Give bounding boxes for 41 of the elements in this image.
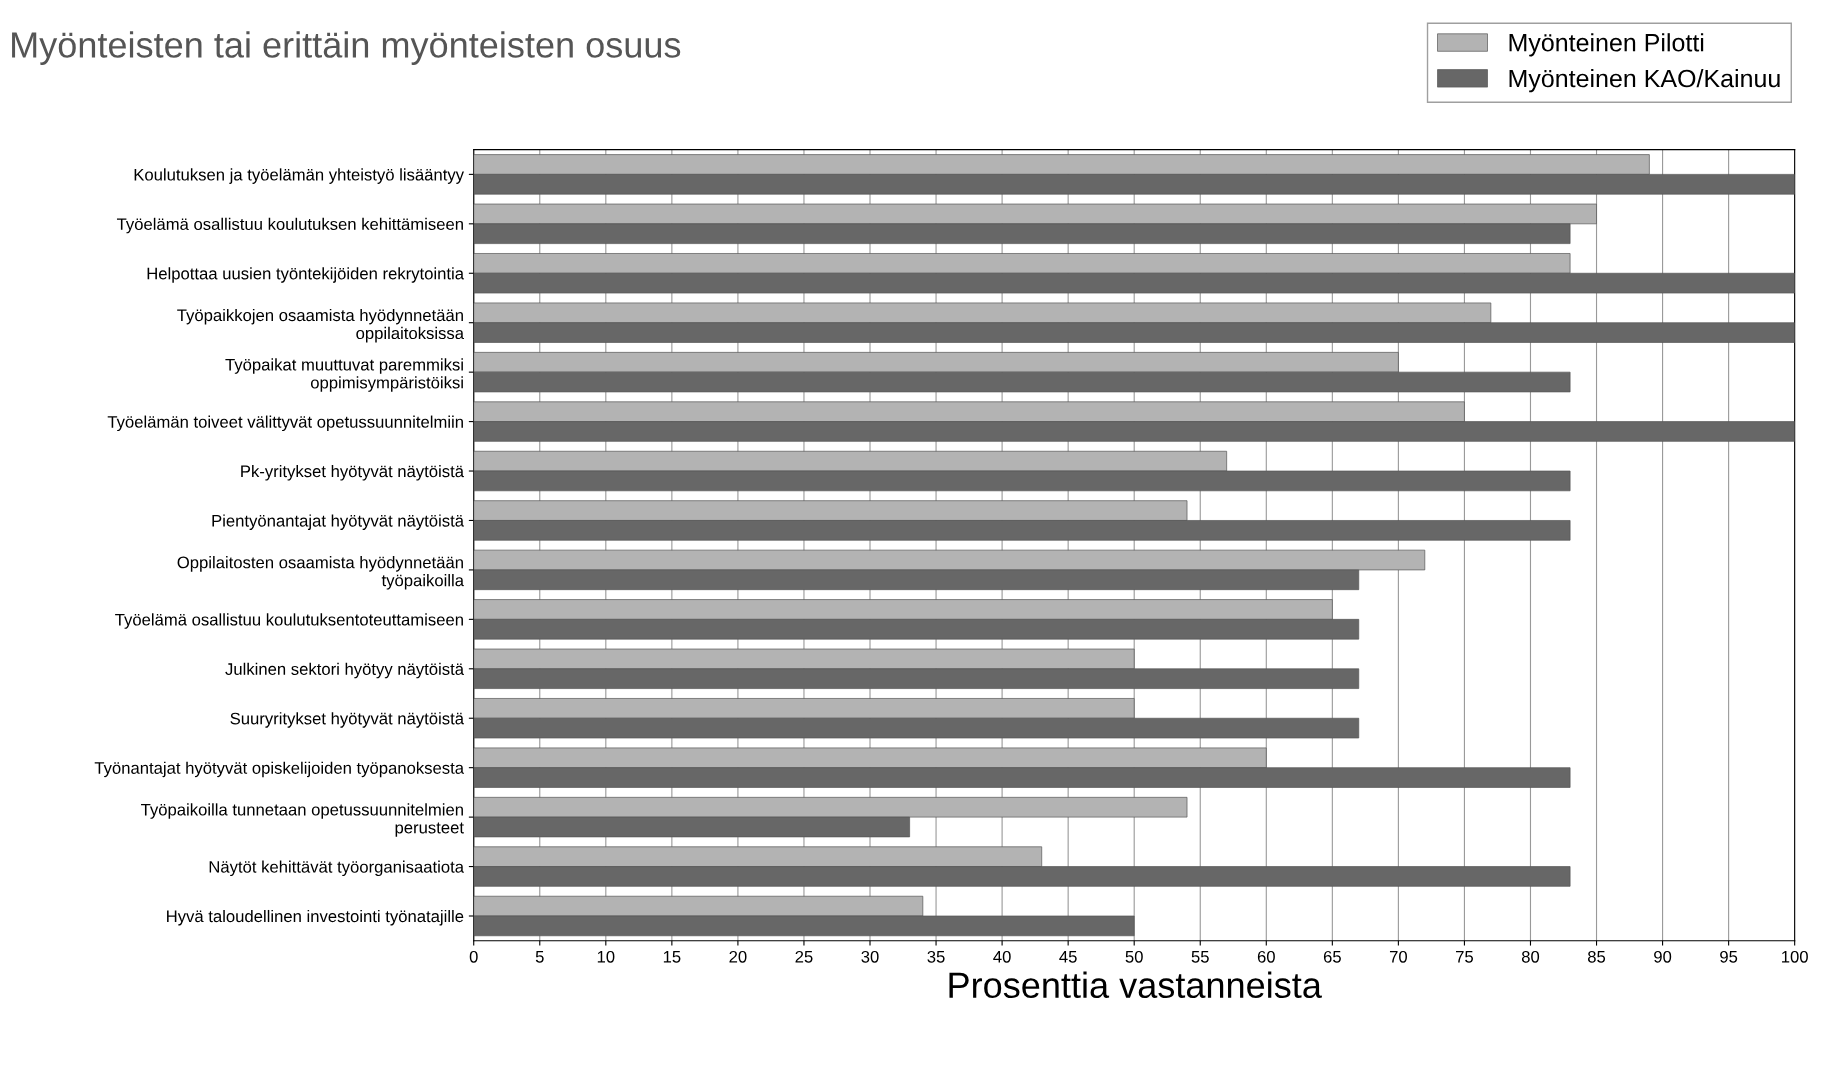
x-tick-label: 0 [469, 950, 478, 963]
x-tick-label: 65 [1323, 950, 1341, 963]
x-tick-label: 20 [729, 950, 747, 963]
x-tick-label: 55 [1191, 951, 1209, 963]
y-tick-label: Pientyönantajat hyötyvät näytöistä [212, 514, 465, 530]
legend-label: Myönteinen KAO/Kainuu [1509, 68, 1780, 93]
x-tick-label: 45 [1059, 951, 1077, 963]
y-tick-label: Näytöt kehittävät työorganisaatiota [209, 860, 465, 877]
y-tick-label: Työpaikoilla tunnetaan opetussuunnitelmien perusteet [141, 803, 464, 837]
x-tick-label: 10 [597, 950, 615, 963]
y-tick-label: Helpottaa uusien työntekijöiden rekrytointia [147, 267, 465, 283]
x-axis-title: Prosenttia vastanneista [949, 971, 1322, 999]
x-tick-label: 15 [663, 951, 681, 963]
x-tick-label: 5 [535, 951, 544, 963]
y-tick-label: Työelämän toiveet välittyvät opetussuunnitelmiin [107, 415, 463, 432]
y-tick-label: Oppilaitosten osaamista hyödynnetään työpaikoilla [177, 556, 464, 590]
x-tick-label: 80 [1521, 950, 1540, 963]
x-tick-label: 100 [1782, 950, 1808, 963]
x-tick-label: 50 [1125, 950, 1143, 963]
y-tick-label: Työelämä osallistuu koulutuksen kehittämiseen [116, 217, 463, 234]
x-tick-label: 40 [993, 950, 1011, 963]
x-tick-label: 30 [861, 950, 879, 963]
x-tick-label: 75 [1456, 951, 1473, 963]
y-tick-label: Työpaikkojen osaamista hyödynnetään oppilaitoksissa [177, 308, 464, 343]
chart-title: Myönteisten tai erittäin myönteisten osuus [12, 31, 681, 65]
y-tick-label: Hyvä taloudellinen investointi työnatajille [167, 909, 464, 926]
y-tick-label: Työelämä osallistuu koulutuksentoteuttamiseen [115, 613, 463, 629]
y-tick-label: Työnantajat hyötyvät opiskelijoiden työpanoksesta [94, 761, 465, 778]
x-tick-label: 60 [1257, 950, 1275, 963]
y-tick-label: Suuryritykset hyötyvät näytöistä [230, 712, 465, 728]
x-tick-label: 35 [927, 950, 945, 963]
x-tick-label: 85 [1587, 950, 1606, 963]
x-tick-label: 90 [1654, 950, 1672, 963]
y-tick-label: Julkinen sektori hyötyy näytöistä [225, 662, 465, 679]
y-tick-label: Koulutuksen ja työelämän yhteistyö lisääntyy [134, 168, 464, 184]
x-tick-label: 25 [795, 950, 813, 963]
x-tick-label: 70 [1389, 950, 1407, 963]
y-tick-label: Pk-yritykset hyötyvät näytöistä [241, 464, 465, 481]
legend-label: Myönteinen Pilotti [1509, 33, 1704, 57]
x-tick-label: 95 [1720, 950, 1738, 963]
y-tick-label: Työpaikat muuttuvat paremmiksi oppimisympäristöiksi [225, 358, 463, 392]
